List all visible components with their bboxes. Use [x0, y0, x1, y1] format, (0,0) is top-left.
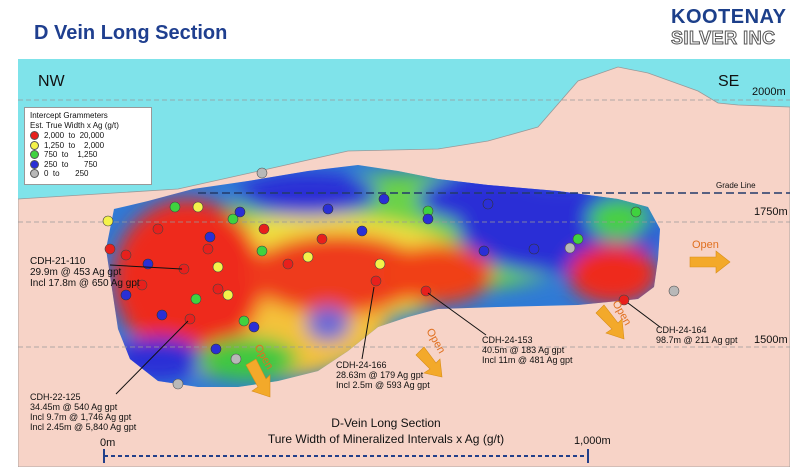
- scale-start: 0m: [100, 437, 116, 449]
- drill-hole-result: 29.9m @ 453 Ag gpt: [30, 267, 122, 278]
- legend-swatch: [30, 169, 39, 179]
- legend-range: 250 to 750: [44, 159, 98, 169]
- legend-item: 0 to 250: [30, 169, 146, 179]
- scale-end: 1,000m: [574, 435, 611, 447]
- company-logo: KOOTENAY SILVER INC: [671, 6, 797, 50]
- legend-item: 1,250 to 2,000: [30, 141, 146, 151]
- legend-swatch: [30, 140, 39, 150]
- drill-hole-result: Incl 11m @ 481 Ag gpt: [482, 355, 573, 365]
- grade-line-label: Grade Line: [716, 181, 756, 190]
- legend-item: 250 to 750: [30, 160, 146, 170]
- scale-bar: [103, 449, 589, 463]
- legend-range: 0 to 250: [44, 169, 89, 178]
- long-section-figure: NW SE 2000m 1750m 1500m Grade Line Inter…: [18, 59, 790, 467]
- drill-hole-result: 40.5m @ 183 Ag gpt: [482, 345, 565, 355]
- legend-swatch: [30, 159, 39, 169]
- drill-hole-result: Incl 17.8m @ 650 Ag gpt: [30, 278, 140, 289]
- drill-hole-id: CDH-24-164: [656, 325, 707, 335]
- direction-right: SE: [718, 73, 740, 90]
- drill-hole-id: CDH-24-166: [336, 360, 387, 370]
- legend-swatch: [30, 131, 39, 141]
- intercepts-blue: [120, 193, 540, 355]
- drill-hole-id: CDH-24-153: [482, 335, 533, 345]
- legend-item: 2,000 to 20,000: [30, 131, 146, 141]
- drill-hole-result: 28.63m @ 179 Ag gpt: [336, 370, 424, 380]
- legend-range: 750 to 1,250: [44, 150, 98, 159]
- open-label-east: Open: [692, 239, 719, 251]
- long-section-graphic: [18, 59, 790, 467]
- intercepts-red: [104, 223, 630, 325]
- legend-range: 1,250 to 2,000: [44, 140, 105, 150]
- elevation-2000: 2000m: [752, 86, 786, 98]
- drill-hole-result: 34.45m @ 540 Ag gpt: [30, 402, 118, 412]
- drill-hole-result: Incl 2.5m @ 593 Ag gpt: [336, 380, 430, 390]
- drill-hole-label: CDH-22-125 34.45m @ 540 Ag gpt Incl 9.7m…: [30, 392, 136, 432]
- drill-hole-id: CDH-21-110: [30, 256, 86, 267]
- legend-swatch: [30, 150, 39, 160]
- legend-title-1: Intercept Grammeters: [30, 111, 108, 120]
- intercepts-grey: [172, 167, 680, 390]
- legend-range: 2,000 to 20,000: [44, 131, 105, 140]
- open-arrows: [245, 250, 731, 398]
- page-title: D Vein Long Section: [34, 22, 228, 44]
- figure-caption: D-Vein Long Section Ture Width of Minera…: [236, 415, 536, 447]
- drill-hole-label: CDH-24-164 98.7m @ 211 Ag gpt: [656, 325, 738, 345]
- drill-hole-result: 98.7m @ 211 Ag gpt: [656, 335, 738, 345]
- leader-lines: [109, 264, 661, 395]
- drill-hole-label: CDH-24-153 40.5m @ 183 Ag gpt Incl 11m @…: [482, 335, 573, 365]
- drill-hole-label: CDH-21-110 29.9m @ 453 Ag gpt Incl 17.8m…: [30, 256, 140, 289]
- legend-title-2: Est. True Width x Ag (g/t): [30, 121, 119, 130]
- legend-item: 750 to 1,250: [30, 150, 146, 160]
- drill-hole-result: Incl 2.45m @ 5,840 Ag gpt: [30, 422, 137, 432]
- logo-line-2: SILVER INC: [671, 28, 776, 49]
- drill-hole-id: CDH-22-125: [30, 392, 81, 402]
- logo-line-1: KOOTENAY: [671, 6, 787, 28]
- drill-hole-result: Incl 9.7m @ 1,746 Ag gpt: [30, 412, 132, 422]
- intercepts-green: [169, 201, 642, 327]
- drill-hole-label: CDH-24-166 28.63m @ 179 Ag gpt Incl 2.5m…: [336, 360, 430, 390]
- intercepts-yellow: [102, 201, 386, 301]
- caption-subtitle: Ture Width of Mineralized Intervals x Ag…: [267, 432, 505, 446]
- direction-left: NW: [38, 73, 65, 90]
- caption-title: D-Vein Long Section: [331, 416, 441, 430]
- legend: Intercept Grammeters Est. True Width x A…: [24, 107, 152, 185]
- elevation-1500: 1500m: [754, 334, 788, 346]
- elevation-1750: 1750m: [754, 206, 788, 218]
